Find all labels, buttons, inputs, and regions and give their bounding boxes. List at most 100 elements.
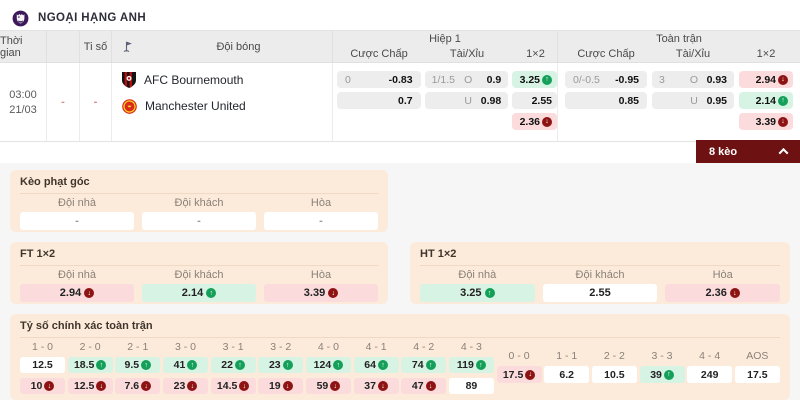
column-label: Hòa — [712, 269, 733, 281]
circle-arrow-down-icon: ↓ — [239, 381, 250, 391]
score-odds-cell-home[interactable]: 22 ↑ ↓ — [210, 357, 256, 373]
odds-cell-h1-1x2-away[interactable]: 2.55 ↑ ↓ — [512, 92, 557, 109]
score-odds-cell-home[interactable]: 18.5 ↑ ↓ — [67, 357, 113, 373]
score-odds-cell-away[interactable]: 59 ↑ ↓ — [305, 378, 351, 394]
market-column: Đội khách - ↑ ↓ — [142, 197, 256, 230]
score-odds-cell-away[interactable]: 23 ↑ ↓ — [162, 378, 208, 394]
ft-1x2-section: FT 1×2 Đội nhà 2.94 ↑ ↓ — [10, 242, 388, 304]
ht-1x2-odds-cell[interactable]: 2.36 ↑ ↓ — [665, 284, 781, 302]
circle-arrow-up-icon: ↑ — [141, 360, 152, 370]
odds-cell-ft-handicap-1[interactable]: 0/-0.5 -0.95 — [565, 71, 647, 88]
odds-cell-ft-1x2-home[interactable]: 2.94 ↑ ↓ — [739, 71, 793, 88]
h1-handicap-column: 0 -0.83 0.7 — [337, 71, 421, 141]
column-label: Đội khách — [575, 269, 625, 281]
odds-cell-h1-handicap-1[interactable]: 0 -0.83 — [337, 71, 421, 88]
score-odds-cell-home[interactable]: 74 ↑ ↓ — [401, 357, 447, 373]
score-label: 3 - 1 — [222, 341, 244, 353]
score-odds-cell-draw[interactable]: 249 ↑ ↓ — [687, 366, 733, 383]
score-odds-cell-home[interactable]: 41 ↑ ↓ — [162, 357, 208, 373]
score-label: 2 - 0 — [79, 341, 101, 353]
circle-arrow-down-icon: ↓ — [525, 369, 536, 380]
score-column: 1 - 0 12.5 ↑ ↓ 10 ↑ ↓ — [20, 341, 65, 394]
column-label: Đội khách — [174, 269, 224, 281]
score-odds-cell-away[interactable]: 19 ↑ ↓ — [258, 378, 304, 394]
circle-arrow-down-icon: ↓ — [187, 381, 198, 391]
score-odds-cell-away[interactable]: 37 ↑ ↓ — [353, 378, 399, 394]
league-header: NGOẠI HẠNG ANH — [0, 0, 800, 30]
score-column: 4 - 1 64 ↑ ↓ 37 ↑ ↓ — [353, 341, 399, 394]
odds-cell-ft-under[interactable]: U 0.95 — [652, 92, 734, 109]
ft-1x2-odds-cell[interactable]: 3.39 ↑ ↓ — [264, 284, 378, 302]
section-title: FT 1×2 — [20, 248, 56, 260]
odds-cell-ft-1x2-draw[interactable]: 3.39 ↑ ↓ — [739, 113, 793, 130]
odds-cell-h1-over[interactable]: 1/1.5 O 0.9 — [424, 71, 509, 88]
col-header-score: Ti số — [80, 31, 112, 62]
ht-1x2-section: HT 1×2 Đội nhà 3.25 ↑ ↓ — [410, 242, 790, 304]
market-column: Đội nhà 2.94 ↑ ↓ — [20, 269, 134, 302]
circle-arrow-up-icon: ↑ — [187, 360, 198, 370]
score-label: 1 - 0 — [31, 341, 53, 353]
ft-1x2-column: 2.94 ↑ ↓ 2.14 ↑ ↓ 3.39 ↑ ↓ — [739, 71, 793, 141]
odds-cell-h1-1x2-home[interactable]: 3.25 ↑ ↓ — [512, 71, 557, 88]
ht-1x2-odds-cell[interactable]: 2.55 ↑ ↓ — [542, 284, 658, 302]
team-away[interactable]: Manchester United — [122, 96, 332, 116]
bournemouth-badge-icon — [122, 72, 136, 88]
odds-cell-h1-handicap-2[interactable]: 0.7 — [337, 92, 421, 109]
score-odds-cell-home[interactable]: 124 ↑ ↓ — [305, 357, 351, 373]
score-odds-cell-away[interactable]: 12.5 ↑ ↓ — [67, 378, 113, 394]
first-half-label: Hiệp 1 — [429, 32, 461, 45]
empty-cell — [565, 113, 647, 130]
score-odds-cell-away[interactable]: 89 ↑ ↓ — [448, 378, 494, 394]
ft-1x2-odds-cell[interactable]: 2.14 ↑ ↓ — [142, 284, 256, 302]
kickoff-date: 21/03 — [9, 103, 37, 116]
odds-count-button[interactable]: 8 kèo — [696, 140, 800, 163]
score-column: 3 - 0 41 ↑ ↓ 23 ↑ ↓ — [162, 341, 208, 394]
score-odds-cell-draw[interactable]: 10.5 ↑ ↓ — [591, 366, 637, 383]
divider — [420, 265, 780, 266]
corners-value: - — [80, 63, 112, 141]
score-odds-cell-away[interactable]: 10 ↑ ↓ — [20, 378, 65, 394]
corner-odds-cell[interactable]: - ↑ ↓ — [20, 212, 134, 230]
score-odds-cell-away[interactable]: 7.6 ↑ ↓ — [115, 378, 161, 394]
score-odds-cell-home[interactable]: 9.5 ↑ ↓ — [115, 357, 161, 373]
score-column: 3 - 1 22 ↑ ↓ 14.5 ↑ ↓ — [210, 341, 256, 394]
circle-arrow-down-icon: ↓ — [778, 116, 788, 127]
teams-cell: AFC Bournemouth Manchester United — [112, 63, 333, 141]
match-odds-panel: NGOẠI HẠNG ANH Thời gian Ti số Đội bóng … — [0, 0, 800, 163]
odds-cell-ft-over[interactable]: 3 O 0.93 — [652, 71, 734, 88]
man-united-badge-icon — [122, 98, 137, 114]
odds-cell-ft-handicap-2[interactable]: 0.85 — [565, 92, 647, 109]
ft-1x2-odds-cell[interactable]: 2.94 ↑ ↓ — [20, 284, 134, 302]
corner-flag-icon — [112, 31, 145, 62]
market-column: Hòa 3.39 ↑ ↓ — [264, 269, 378, 302]
column-label: Đội khách — [174, 197, 224, 209]
score-odds-cell-home[interactable]: 12.5 ↑ ↓ — [20, 357, 65, 373]
score-odds-cell-draw[interactable]: 39 ↑ ↓ — [639, 366, 685, 383]
odds-cell-h1-under[interactable]: U 0.98 — [424, 92, 509, 109]
corner-odds-cell[interactable]: - ↑ ↓ — [142, 212, 256, 230]
circle-arrow-up-icon: ↑ — [663, 369, 674, 380]
full-match-label: Toàn trận — [656, 32, 702, 45]
score-odds-cell-away[interactable]: 14.5 ↑ ↓ — [210, 378, 256, 394]
corner-odds-cell[interactable]: - ↑ ↓ — [264, 212, 378, 230]
circle-arrow-down-icon: ↓ — [44, 381, 55, 391]
draw-score-column: 4 - 4 249 ↑ ↓ — [687, 341, 733, 394]
odds-cell-h1-1x2-draw[interactable]: 2.36 ↑ ↓ — [512, 113, 557, 130]
team-home[interactable]: AFC Bournemouth — [122, 70, 332, 90]
score-label: 1 - 1 — [556, 350, 578, 362]
score-label: 4 - 3 — [460, 341, 482, 353]
score-odds-cell-home[interactable]: 119 ↑ ↓ — [448, 357, 494, 373]
score-odds-cell-draw[interactable]: 6.2 ↑ ↓ — [544, 366, 590, 383]
odds-cell-ft-1x2-away[interactable]: 2.14 ↑ ↓ — [739, 92, 793, 109]
col-header-teams: Đội bóng — [145, 31, 333, 62]
score-odds-cell-away[interactable]: 47 ↑ ↓ — [401, 378, 447, 394]
corner-odds-section: Kèo phạt góc Đội nhà - ↑ ↓ — [10, 170, 388, 232]
score-odds-cell-home[interactable]: 23 ↑ ↓ — [258, 357, 304, 373]
score-odds-cell-draw[interactable]: 17.5 ↑ ↓ — [496, 366, 542, 383]
score-odds-cell-home[interactable]: 64 ↑ ↓ — [353, 357, 399, 373]
circle-arrow-down-icon: ↓ — [778, 74, 788, 85]
ht-1x2-odds-cell[interactable]: 3.25 ↑ ↓ — [420, 284, 535, 302]
score-odds-cell-draw[interactable]: 17.5 ↑ ↓ — [734, 366, 780, 383]
score-label: AOS — [746, 350, 769, 362]
1x2-sections-row: FT 1×2 Đội nhà 2.94 ↑ ↓ — [10, 242, 790, 304]
